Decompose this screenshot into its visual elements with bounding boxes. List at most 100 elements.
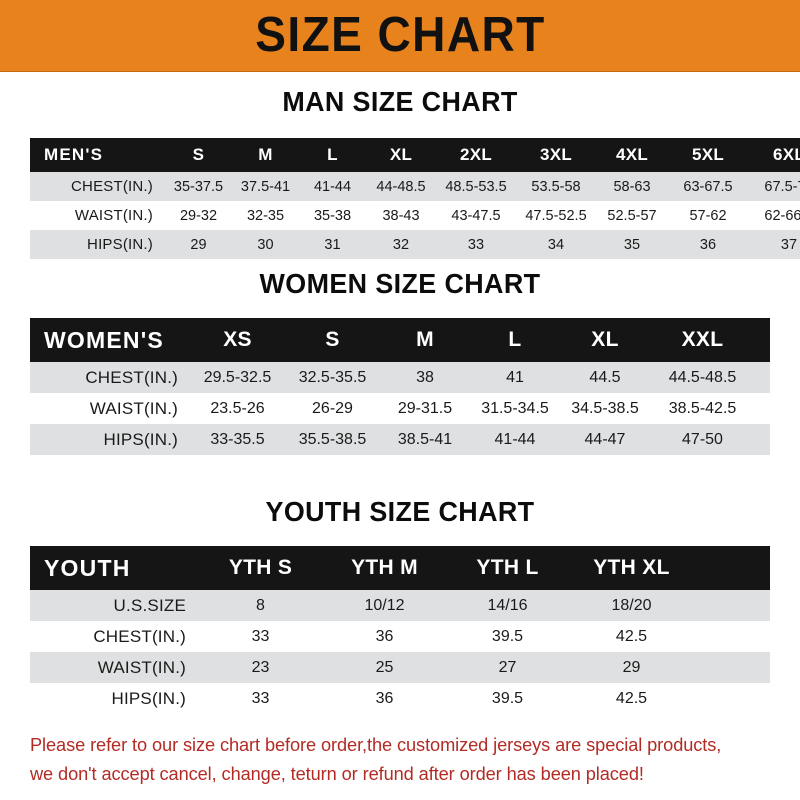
youth-cell: 33 — [251, 627, 270, 645]
men-table-row: CHEST(IN.) 35-37.5 37.5-41 41-44 44-48.5 48.5… — [30, 172, 800, 201]
women-cell: 41 — [506, 368, 524, 386]
youth-column-header: YTH S — [228, 556, 293, 579]
men-cell: 33 — [467, 236, 485, 253]
youth-cell: 27 — [498, 658, 517, 676]
men-cell: 62-66.5 — [764, 207, 800, 224]
men-cell: 57-62 — [689, 207, 727, 224]
men-cell: 37.5-41 — [240, 178, 291, 195]
women-cell: 44-47 — [584, 430, 626, 448]
men-cell: 32 — [392, 236, 410, 253]
women-table-body: CHEST(IN.) 29.5-32.5 32.5-35.5 38 41 44.5 44.5… — [30, 362, 770, 455]
men-table-row: HIPS(IN.) 29 30 31 32 33 34 35 36 37 — [30, 230, 800, 259]
youth-cell — [694, 590, 770, 621]
youth-table-body: U.S.SIZE 8 10/12 14/16 18/20 CHEST(IN.) 33 36 39… — [30, 590, 770, 714]
women-cell: 44.5 — [589, 368, 621, 386]
men-column-header: S — [192, 145, 205, 164]
men-corner-label: MEN'S — [44, 145, 104, 164]
men-cell: 52.5-57 — [607, 207, 657, 224]
youth-cell: 42.5 — [615, 627, 648, 645]
women-cell: 32.5-35.5 — [298, 368, 367, 386]
men-cell: 67.5-72 — [764, 178, 800, 195]
youth-table-header-row: YOUTH YTH S YTH M YTH L YTH XL — [30, 546, 770, 590]
women-cell: 47-50 — [682, 430, 723, 448]
youth-cell: 39.5 — [491, 689, 524, 707]
men-cell: 38-43 — [382, 207, 420, 224]
youth-row-label: HIPS(IN.) — [111, 688, 186, 708]
men-table-header-row: MEN'S S M L XL 2XL 3XL 4XL 5XL 6XL — [30, 138, 800, 172]
men-column-header: M — [258, 145, 273, 164]
women-corner-label: WOMEN'S — [44, 326, 164, 353]
youth-cell: 36 — [375, 627, 394, 645]
youth-column-header: YTH L — [476, 556, 539, 579]
women-cell: 34.5-38.5 — [571, 399, 639, 417]
women-column-header: M — [416, 328, 434, 351]
youth-column-header: YTH XL — [593, 556, 670, 579]
men-column-header: 5XL — [691, 145, 725, 164]
men-cell: 30 — [257, 236, 274, 253]
women-cell: 29-31.5 — [397, 399, 453, 417]
men-row-label: CHEST(IN.) — [71, 178, 153, 195]
women-cell: 38.5-42.5 — [668, 399, 737, 417]
women-column-header: XXL — [681, 328, 724, 351]
women-cell: 38.5-41 — [397, 430, 453, 448]
women-size-table: WOMEN'S XS S M L XL XXL CHEST(IN.) 29.5-32.5 32.… — [30, 318, 770, 455]
youth-table-row: HIPS(IN.) 33 36 39.5 42.5 — [30, 683, 770, 714]
women-row-label: WAIST(IN.) — [89, 398, 178, 418]
women-cell: 33-35.5 — [210, 430, 265, 448]
men-column-header: L — [327, 145, 338, 164]
women-cell: 31.5-34.5 — [481, 399, 549, 417]
women-row-label: HIPS(IN.) — [103, 429, 178, 449]
men-row-label: WAIST(IN.) — [74, 207, 153, 224]
disclaimer-line-2: we don't accept cancel, change, teturn o… — [30, 763, 644, 784]
men-cell: 37 — [780, 236, 798, 253]
men-size-table: MEN'S S M L XL 2XL 3XL 4XL 5XL 6XL CHEST(IN.) 35-3… — [30, 138, 800, 259]
section-title-women: WOMEN SIZE CHART — [259, 268, 541, 299]
youth-cell: 39.5 — [491, 627, 524, 645]
women-column-header: XL — [591, 328, 619, 351]
women-column-header: S — [325, 328, 340, 351]
men-cell: 41-44 — [313, 178, 352, 195]
youth-cell — [694, 683, 770, 714]
youth-cell: 25 — [375, 658, 394, 676]
youth-cell: 14/16 — [487, 596, 528, 614]
men-cell: 32-35 — [246, 207, 285, 224]
women-table-header-row: WOMEN'S XS S M L XL XXL — [30, 318, 770, 362]
women-cell: 38 — [416, 368, 434, 386]
youth-cell: 33 — [251, 689, 270, 707]
women-column-header: L — [508, 328, 522, 351]
youth-cell: 42.5 — [615, 689, 648, 707]
youth-row-label: U.S.SIZE — [113, 595, 186, 615]
youth-cell: 18/20 — [611, 596, 652, 614]
women-cell: 35.5-38.5 — [298, 430, 367, 448]
men-cell: 44-48.5 — [376, 178, 426, 195]
men-column-header: 4XL — [615, 145, 649, 164]
women-column-header: XS — [223, 328, 252, 351]
youth-size-table: YOUTH YTH S YTH M YTH L YTH XL U.S.SIZE 8 10/1… — [30, 546, 770, 714]
page-title: SIZE CHART — [254, 8, 546, 62]
men-column-header: XL — [389, 145, 413, 164]
men-cell: 63-67.5 — [683, 178, 733, 195]
youth-cell — [694, 652, 770, 683]
women-table-row: WAIST(IN.) 23.5-26 26-29 29-31.5 31.5-34.5 34… — [30, 393, 770, 424]
men-column-header: 2XL — [459, 145, 493, 164]
men-cell: 35 — [623, 236, 641, 253]
youth-corner-label: YOUTH — [44, 554, 131, 581]
youth-cell: 8 — [256, 596, 265, 614]
women-cell: 26-29 — [312, 399, 353, 417]
women-cell: 29.5-32.5 — [203, 368, 272, 386]
youth-cell: 10/12 — [364, 596, 405, 614]
youth-cell — [694, 621, 770, 652]
women-cell — [755, 362, 770, 393]
women-table-row: CHEST(IN.) 29.5-32.5 32.5-35.5 38 41 44.5 44.5… — [30, 362, 770, 393]
youth-column-header — [694, 546, 770, 590]
youth-cell: 23 — [251, 658, 270, 676]
men-cell: 31 — [324, 236, 341, 253]
women-column-header — [755, 318, 770, 362]
women-cell — [755, 393, 770, 424]
men-cell: 53.5-58 — [531, 178, 581, 195]
men-cell: 48.5-53.5 — [445, 178, 507, 195]
men-cell: 35-38 — [313, 207, 352, 224]
disclaimer-line-1: Please refer to our size chart before or… — [30, 734, 722, 755]
youth-table-row: U.S.SIZE 8 10/12 14/16 18/20 — [30, 590, 770, 621]
